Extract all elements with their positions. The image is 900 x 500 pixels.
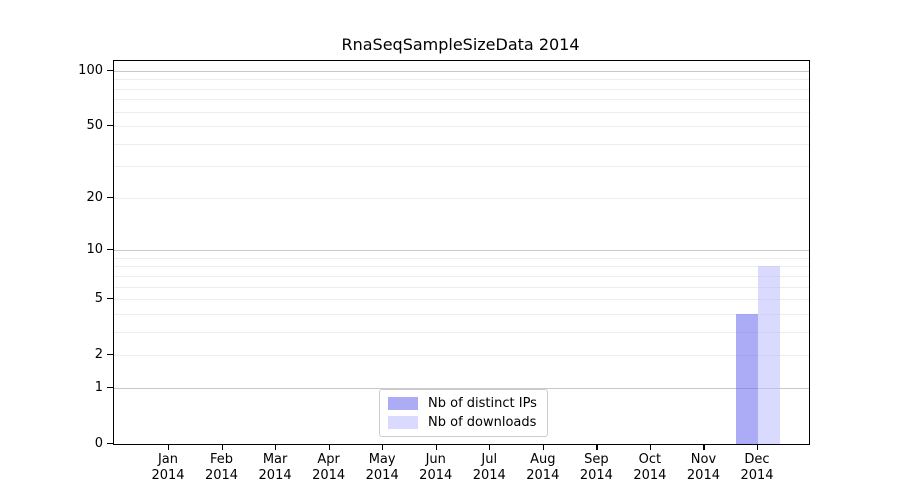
gridline-minor bbox=[114, 143, 809, 145]
y-axis-tick bbox=[107, 354, 113, 356]
x-axis-tick bbox=[168, 444, 170, 450]
y-tick-label: 1 bbox=[94, 379, 103, 395]
y-axis-tick bbox=[107, 70, 113, 72]
x-tick-label: May 2014 bbox=[342, 452, 422, 484]
x-tick-label: Aug 2014 bbox=[503, 452, 583, 484]
y-tick-label: 100 bbox=[78, 63, 103, 78]
x-tick-label-month: Oct bbox=[638, 452, 662, 467]
x-tick-label-year: 2014 bbox=[312, 468, 346, 483]
gridline-minor bbox=[114, 286, 809, 288]
x-tick-label-year: 2014 bbox=[579, 468, 613, 483]
x-axis-tick bbox=[435, 444, 437, 450]
legend-swatch-downloads-icon bbox=[388, 416, 418, 429]
gridline-minor bbox=[114, 126, 809, 128]
x-tick-label-month: Apr bbox=[317, 452, 340, 467]
x-tick-label-month: Jun bbox=[425, 452, 446, 467]
x-axis-tick bbox=[489, 444, 491, 450]
bar-nb-of-downloads bbox=[758, 266, 780, 444]
x-axis-tick bbox=[275, 444, 277, 450]
legend-label: Nb of distinct IPs bbox=[428, 396, 537, 411]
x-tick-label-year: 2014 bbox=[526, 468, 560, 483]
x-axis-tick bbox=[596, 444, 598, 450]
y-tick-label: 2 bbox=[94, 347, 103, 363]
gridline-minor bbox=[114, 111, 809, 113]
x-tick-label-month: Dec bbox=[744, 452, 770, 467]
x-tick-label: Jun 2014 bbox=[396, 452, 476, 484]
gridline-minor bbox=[114, 299, 809, 301]
x-tick-label-month: Feb bbox=[210, 452, 234, 467]
gridline-minor bbox=[114, 79, 809, 81]
y-axis-tick bbox=[107, 298, 113, 300]
x-axis-tick bbox=[221, 444, 223, 450]
x-axis-tick bbox=[542, 444, 544, 450]
x-tick-label-month: Nov bbox=[690, 452, 717, 467]
x-tick-label: Feb 2014 bbox=[182, 452, 262, 484]
x-tick-label-month: Aug bbox=[530, 452, 556, 467]
gridline-minor bbox=[114, 88, 809, 90]
x-axis-tick bbox=[382, 444, 384, 450]
x-tick-label-month: Mar bbox=[262, 452, 288, 467]
gridline-minor bbox=[114, 331, 809, 333]
x-tick-label-year: 2014 bbox=[419, 468, 453, 483]
gridline-minor bbox=[114, 275, 809, 277]
gridline-minor bbox=[114, 266, 809, 268]
legend-item-distinct-ips: Nb of distinct IPs bbox=[388, 396, 537, 411]
x-tick-label: Nov 2014 bbox=[663, 452, 743, 484]
y-tick-label: 50 bbox=[86, 118, 103, 134]
gridline-minor bbox=[114, 313, 809, 315]
x-tick-label-month: May bbox=[368, 452, 396, 467]
plot-area bbox=[113, 60, 810, 445]
x-tick-label-year: 2014 bbox=[740, 468, 774, 483]
x-tick-label: Mar 2014 bbox=[235, 452, 315, 484]
y-axis-tick bbox=[107, 125, 113, 127]
gridline-minor bbox=[114, 197, 809, 199]
legend-label: Nb of downloads bbox=[428, 415, 537, 430]
y-tick-label: 20 bbox=[86, 189, 103, 205]
x-axis-tick bbox=[328, 444, 330, 450]
chart-title: RnaSeqSampleSizeData 2014 bbox=[341, 35, 580, 54]
y-tick-label: 5 bbox=[94, 291, 103, 307]
x-tick-label: Dec 2014 bbox=[717, 452, 797, 484]
y-axis-tick bbox=[107, 386, 113, 389]
gridline-major bbox=[114, 71, 809, 72]
x-tick-label-month: Jul bbox=[481, 452, 498, 467]
x-tick-label-year: 2014 bbox=[365, 468, 399, 483]
gridline-minor bbox=[114, 99, 809, 101]
x-tick-label-month: Sep bbox=[584, 452, 609, 467]
y-axis-tick bbox=[107, 249, 113, 251]
x-tick-label: Oct 2014 bbox=[610, 452, 690, 484]
legend-item-downloads: Nb of downloads bbox=[388, 415, 537, 430]
y-tick-label: 10 bbox=[86, 242, 103, 258]
x-tick-label: Jan 2014 bbox=[128, 452, 208, 484]
y-tick-label: 0 bbox=[94, 436, 103, 451]
x-tick-label-year: 2014 bbox=[151, 468, 185, 483]
gridline-minor bbox=[114, 166, 809, 168]
x-tick-label: Apr 2014 bbox=[289, 452, 369, 484]
gridline-major bbox=[114, 250, 809, 252]
legend: Nb of distinct IPs Nb of downloads bbox=[379, 389, 548, 437]
x-tick-label-year: 2014 bbox=[686, 468, 720, 483]
x-tick-label: Jul 2014 bbox=[449, 452, 529, 484]
bar-nb-of-distinct-ips bbox=[736, 313, 758, 444]
y-axis-tick bbox=[107, 196, 113, 199]
x-tick-label-year: 2014 bbox=[204, 468, 239, 483]
y-axis-tick bbox=[107, 443, 113, 445]
x-axis-tick bbox=[703, 444, 705, 450]
x-axis-tick bbox=[757, 444, 759, 450]
x-tick-label-year: 2014 bbox=[472, 468, 506, 483]
x-tick-label-year: 2014 bbox=[633, 468, 667, 483]
x-tick-label-month: Jan bbox=[157, 452, 179, 467]
x-tick-label-year: 2014 bbox=[258, 468, 292, 483]
legend-swatch-distinct-ips-icon bbox=[388, 397, 418, 410]
gridline-major bbox=[114, 387, 809, 389]
x-axis-tick bbox=[649, 444, 652, 450]
x-tick-label: Sep 2014 bbox=[556, 452, 636, 484]
gridline-minor bbox=[114, 257, 809, 259]
gridline-minor bbox=[114, 355, 809, 357]
